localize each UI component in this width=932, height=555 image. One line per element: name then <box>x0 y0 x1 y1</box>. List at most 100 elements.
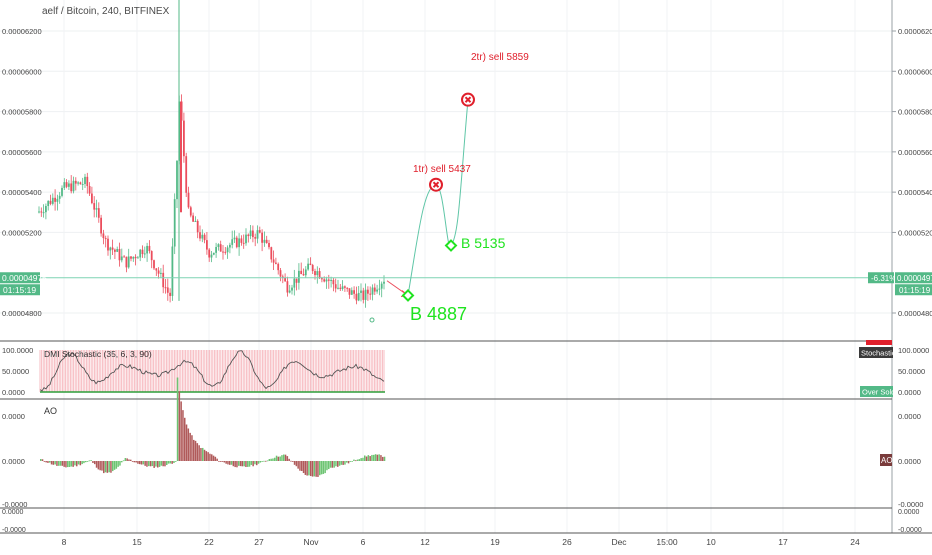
candle-body <box>127 256 130 268</box>
ao-bar <box>274 457 276 461</box>
ao-bar <box>49 461 51 463</box>
ao-bar <box>185 424 188 461</box>
candle <box>275 257 277 265</box>
candle <box>277 262 280 275</box>
ao-bar <box>61 461 64 466</box>
candle <box>302 268 305 276</box>
ao-bar <box>122 460 125 462</box>
ao-bar <box>92 461 94 464</box>
ao-bar <box>295 461 298 467</box>
ao-bar <box>140 461 143 465</box>
ao-bar <box>275 455 278 461</box>
candle-body <box>344 286 346 288</box>
projection-drawing[interactable] <box>369 92 475 323</box>
ao-bar <box>137 461 139 464</box>
candle-body <box>364 289 367 300</box>
candle <box>350 287 353 296</box>
x-axis-labels: 8 15 22 27 Nov 6 12 19 26 Dec 15:00 10 17 24 <box>62 537 860 547</box>
candle-body <box>102 233 105 239</box>
ao-bar <box>374 454 377 461</box>
symbol-title: aelf / Bitcoin, 240, BITFINEX <box>42 6 170 17</box>
ao-bar <box>329 461 332 468</box>
candle <box>378 279 381 296</box>
candle <box>311 263 314 274</box>
candle <box>219 240 222 252</box>
candle <box>132 256 135 262</box>
candle <box>196 219 199 239</box>
ao-bar <box>191 435 193 461</box>
ao-bar <box>205 451 208 461</box>
ao-bar <box>218 461 220 462</box>
ao-bar <box>270 458 272 461</box>
candle-body <box>155 268 158 271</box>
ao-bar <box>277 456 280 461</box>
x-tick-label: Dec <box>611 537 627 547</box>
x-tick-label: 27 <box>254 537 264 547</box>
candle-body <box>157 270 160 274</box>
ao-bar <box>288 458 290 461</box>
candle <box>353 286 355 299</box>
stochastic-panel[interactable]: 100.0000 100.0000 50.0000 50.0000 0.0000 0.00… <box>2 346 929 397</box>
ao-bar <box>108 461 110 473</box>
candle <box>330 276 332 288</box>
candle <box>72 176 75 194</box>
stoch-tick-right: 50.0000 <box>898 367 925 376</box>
ao-bar <box>144 461 146 466</box>
ao-bar <box>313 461 316 477</box>
candle-body <box>166 287 169 293</box>
change-percent-label: -6.31% <box>871 274 896 283</box>
candle <box>150 250 153 269</box>
candle-body <box>58 195 61 199</box>
buy1-marker <box>401 289 415 302</box>
candle <box>201 229 204 243</box>
candle-body <box>229 244 231 248</box>
candle-body <box>194 220 197 222</box>
right-price-badge: -6.31% 0.00004975 01:15:19 <box>868 272 932 296</box>
right-countdown-label: 01:15:19 <box>899 286 931 295</box>
candle <box>252 225 254 243</box>
ao-bar <box>77 461 80 465</box>
candles[interactable] <box>38 0 385 308</box>
candle <box>233 230 236 243</box>
buy2-label: B 5135 <box>461 235 506 251</box>
candle <box>91 186 93 205</box>
candle <box>192 212 194 222</box>
candle <box>118 242 121 267</box>
ao-bar <box>326 461 328 471</box>
candle-body <box>201 234 204 239</box>
candle-body <box>49 200 52 204</box>
candle-body <box>316 271 319 276</box>
candle-body <box>38 211 40 213</box>
candle <box>357 286 360 302</box>
candle <box>344 285 346 292</box>
ao-tick-right: 0.0000 <box>898 412 921 421</box>
ao-bar <box>209 453 211 461</box>
candle <box>364 283 367 308</box>
candle <box>141 245 144 258</box>
candle <box>127 248 130 269</box>
ao-bar <box>212 455 215 461</box>
candle-body <box>107 238 109 251</box>
ao-badge-label: AO <box>881 456 893 465</box>
candle-body <box>373 287 376 292</box>
candle <box>155 268 158 276</box>
stochastic-tag-label: Stochastic <box>861 349 896 358</box>
ao-bar <box>162 461 164 467</box>
ao-bar <box>211 454 213 461</box>
candle-body <box>295 278 298 283</box>
left-price-badge: 0.00004975 01:15:19 <box>0 272 47 296</box>
ao-bar <box>252 461 254 467</box>
candle <box>183 112 185 163</box>
ao-bar <box>65 461 67 468</box>
buy-diamond <box>401 289 415 302</box>
candle <box>171 238 174 301</box>
candle-body <box>88 186 91 194</box>
candle <box>65 179 68 189</box>
ao-bar <box>149 461 152 467</box>
candle <box>107 235 109 256</box>
candle-body <box>357 292 360 301</box>
candle-body <box>272 259 275 263</box>
